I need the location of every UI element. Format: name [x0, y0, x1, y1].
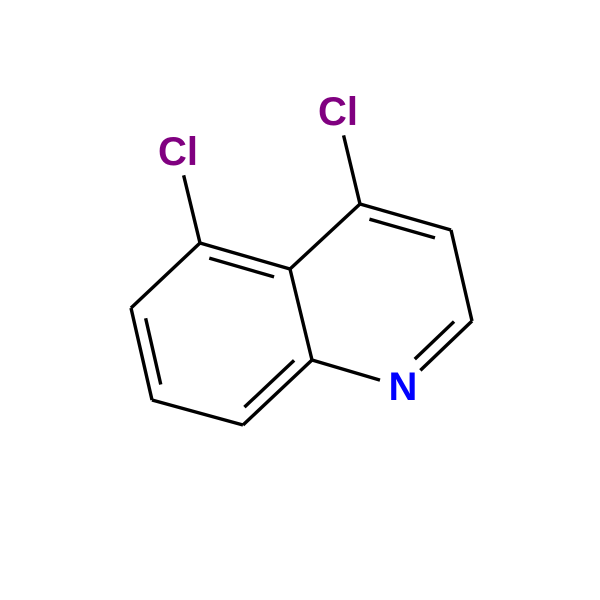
bond: [360, 204, 451, 230]
cl-atom-label: Cl: [158, 130, 198, 174]
bond-inner: [415, 322, 454, 360]
bond: [131, 308, 152, 400]
molecule-diagram: N Cl Cl: [0, 0, 600, 600]
bond: [451, 230, 472, 321]
bond: [184, 175, 200, 243]
bond: [312, 360, 380, 380]
bond: [290, 204, 360, 269]
bond: [243, 360, 312, 425]
cl-atom-label: Cl: [318, 90, 358, 134]
bond: [344, 135, 360, 204]
bond: [290, 269, 312, 360]
bond: [131, 243, 200, 308]
bond: [200, 243, 290, 269]
bond: [152, 400, 243, 425]
n-atom-label: N: [389, 365, 418, 409]
